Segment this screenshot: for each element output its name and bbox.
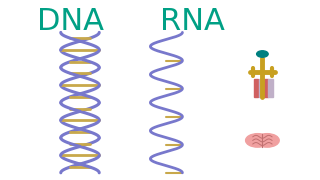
Text: RNA: RNA — [160, 7, 224, 36]
Circle shape — [257, 51, 268, 57]
Text: DNA: DNA — [37, 7, 104, 36]
Ellipse shape — [246, 134, 269, 147]
Bar — [268, 79, 273, 97]
Ellipse shape — [255, 134, 279, 147]
Bar — [254, 79, 258, 97]
Bar — [263, 79, 268, 97]
Bar — [259, 79, 263, 97]
